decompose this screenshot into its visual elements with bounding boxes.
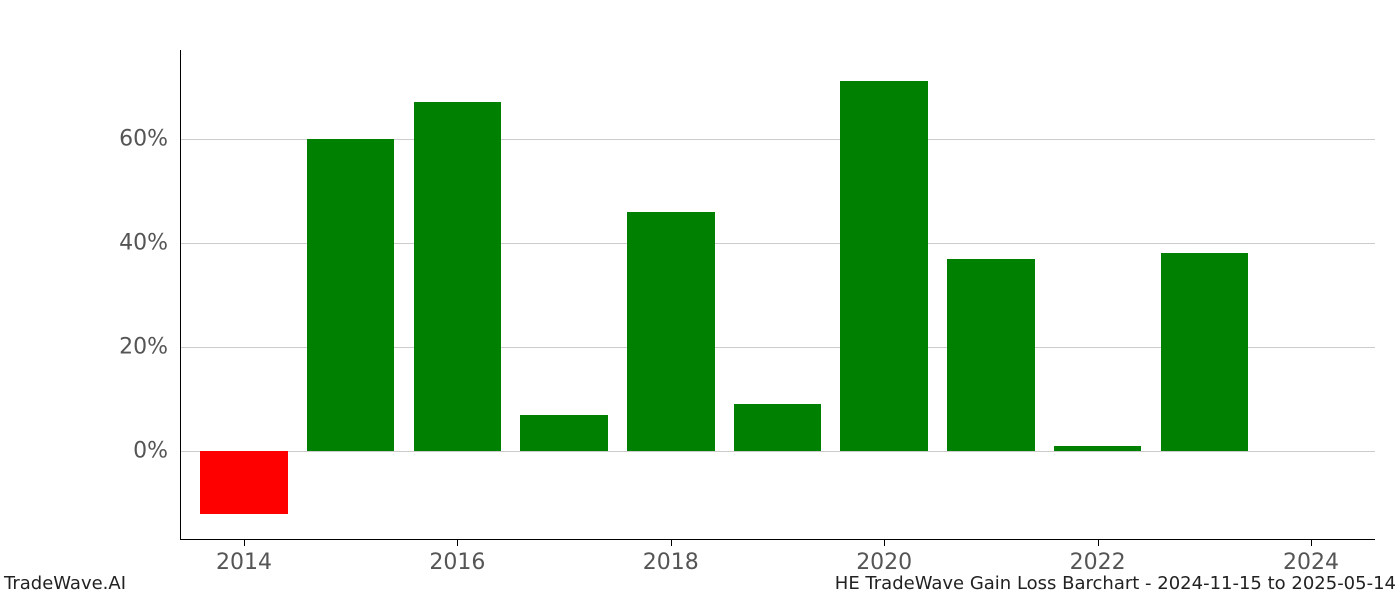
xtick-label: 2020	[856, 550, 912, 575]
xtick-label: 2022	[1070, 550, 1126, 575]
bar	[627, 212, 714, 452]
xtick-mark	[244, 540, 245, 546]
xtick-label: 2016	[429, 550, 485, 575]
bar	[947, 259, 1034, 452]
y-axis-line	[180, 50, 181, 540]
xtick-label: 2014	[216, 550, 272, 575]
ytick-label: 0%	[133, 439, 168, 464]
chart-container: TradeWave.AI HE TradeWave Gain Loss Barc…	[0, 0, 1400, 600]
xtick-mark	[1311, 540, 1312, 546]
plot-area	[180, 50, 1375, 540]
xtick-mark	[884, 540, 885, 546]
bar	[200, 451, 287, 514]
x-axis-line	[180, 539, 1375, 540]
bar	[1161, 253, 1248, 451]
ytick-label: 60%	[119, 126, 168, 151]
ytick-label: 40%	[119, 230, 168, 255]
xtick-mark	[457, 540, 458, 546]
bar	[840, 81, 927, 451]
gridline	[180, 451, 1375, 452]
bar	[734, 404, 821, 451]
bar	[1054, 446, 1141, 451]
xtick-mark	[671, 540, 672, 546]
xtick-label: 2018	[643, 550, 699, 575]
ytick-label: 20%	[119, 335, 168, 360]
bar	[307, 139, 394, 452]
footer-left-text: TradeWave.AI	[4, 573, 126, 594]
bar	[414, 102, 501, 451]
xtick-mark	[1098, 540, 1099, 546]
footer-right-text: HE TradeWave Gain Loss Barchart - 2024-1…	[835, 573, 1396, 594]
bar	[520, 415, 607, 451]
xtick-label: 2024	[1283, 550, 1339, 575]
